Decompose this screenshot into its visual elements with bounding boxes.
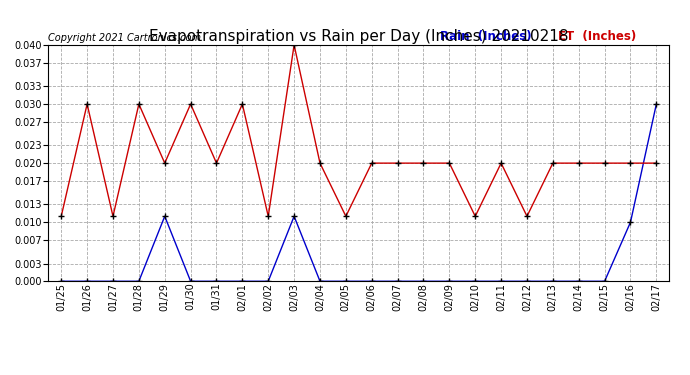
ET  (Inches) <box>83 102 91 106</box>
ET  (Inches) <box>109 214 117 219</box>
Rain  (Inches) <box>238 279 246 284</box>
ET  (Inches) <box>445 161 453 165</box>
Rain  (Inches) <box>316 279 324 284</box>
ET  (Inches) <box>575 161 583 165</box>
Rain  (Inches) <box>83 279 91 284</box>
ET  (Inches) <box>186 102 195 106</box>
Rain  (Inches) <box>393 279 402 284</box>
ET  (Inches) <box>368 161 376 165</box>
Text: ET  (Inches): ET (Inches) <box>558 30 635 43</box>
ET  (Inches) <box>393 161 402 165</box>
ET  (Inches) <box>549 161 557 165</box>
ET  (Inches) <box>471 214 480 219</box>
ET  (Inches) <box>135 102 143 106</box>
Rain  (Inches) <box>342 279 350 284</box>
Rain  (Inches) <box>445 279 453 284</box>
Rain  (Inches) <box>57 279 66 284</box>
ET  (Inches) <box>316 161 324 165</box>
Rain  (Inches) <box>290 214 298 219</box>
Rain  (Inches) <box>213 279 221 284</box>
Rain  (Inches) <box>135 279 143 284</box>
Rain  (Inches) <box>497 279 505 284</box>
ET  (Inches) <box>238 102 246 106</box>
ET  (Inches) <box>652 161 660 165</box>
Rain  (Inches) <box>264 279 273 284</box>
Line: ET  (Inches): ET (Inches) <box>59 42 659 219</box>
Rain  (Inches) <box>549 279 557 284</box>
ET  (Inches) <box>627 161 635 165</box>
Rain  (Inches) <box>600 279 609 284</box>
ET  (Inches) <box>213 161 221 165</box>
ET  (Inches) <box>497 161 505 165</box>
ET  (Inches) <box>161 161 169 165</box>
Rain  (Inches) <box>471 279 480 284</box>
ET  (Inches) <box>57 214 66 219</box>
Rain  (Inches) <box>652 102 660 106</box>
Rain  (Inches) <box>575 279 583 284</box>
Line: Rain  (Inches): Rain (Inches) <box>59 101 659 284</box>
Rain  (Inches) <box>420 279 428 284</box>
Rain  (Inches) <box>627 220 635 224</box>
ET  (Inches) <box>523 214 531 219</box>
ET  (Inches) <box>600 161 609 165</box>
Title: Evapotranspiration vs Rain per Day (Inches) 20210218: Evapotranspiration vs Rain per Day (Inch… <box>149 29 569 44</box>
Rain  (Inches) <box>523 279 531 284</box>
ET  (Inches) <box>420 161 428 165</box>
Rain  (Inches) <box>368 279 376 284</box>
Rain  (Inches) <box>109 279 117 284</box>
Rain  (Inches) <box>161 214 169 219</box>
ET  (Inches) <box>342 214 350 219</box>
ET  (Inches) <box>264 214 273 219</box>
Text: Rain  (Inches): Rain (Inches) <box>440 30 531 43</box>
ET  (Inches) <box>290 43 298 47</box>
Rain  (Inches) <box>186 279 195 284</box>
Text: Copyright 2021 Cartronics.com: Copyright 2021 Cartronics.com <box>48 33 201 43</box>
